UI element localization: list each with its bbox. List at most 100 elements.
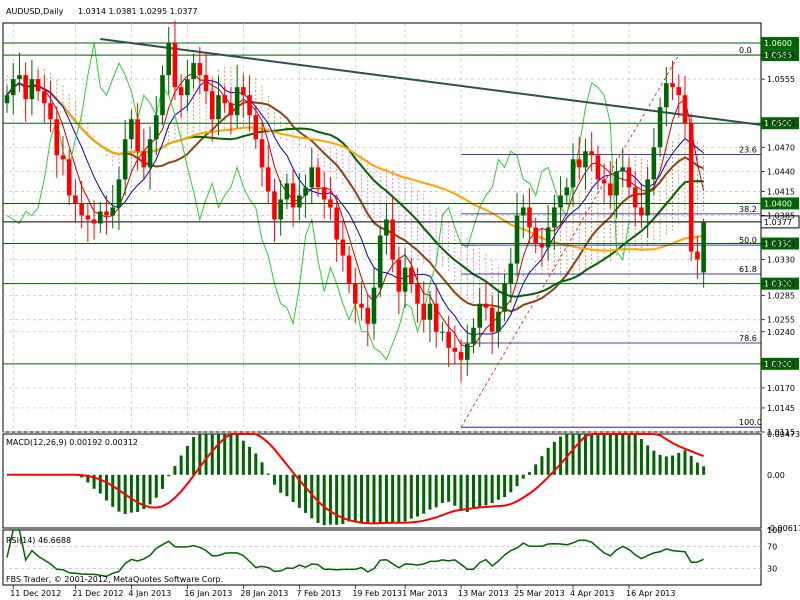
candle-body xyxy=(54,119,60,156)
candle-body xyxy=(657,107,663,148)
candle-body xyxy=(160,75,165,116)
candle-body xyxy=(626,167,632,188)
fib-label: 78.6 xyxy=(739,334,757,343)
candle-body xyxy=(209,91,215,120)
candle-body xyxy=(42,91,47,104)
candle-body xyxy=(353,283,358,304)
price-tick-label: 1.0285 xyxy=(767,292,795,301)
fib-label: 100.0 xyxy=(739,418,762,427)
price-tick-label: 1.0440 xyxy=(767,167,795,176)
rsi-tick-label: 70 xyxy=(767,543,777,552)
candle-body xyxy=(228,103,234,116)
candle-body xyxy=(303,187,308,196)
rsi-tick-label: 30 xyxy=(767,565,777,574)
candle-body xyxy=(129,119,134,140)
candle-body xyxy=(79,203,84,216)
level-box xyxy=(761,49,799,62)
candle-body xyxy=(614,171,619,196)
candle-body xyxy=(695,251,700,260)
candle-body xyxy=(135,119,140,152)
candle-body xyxy=(533,227,538,244)
candle-body xyxy=(60,155,66,160)
candle-body xyxy=(402,267,408,292)
price-tick-label: 1.0555 xyxy=(767,75,795,84)
candle-body xyxy=(191,63,196,80)
candle-body xyxy=(701,221,706,273)
candle-body xyxy=(371,287,377,324)
candle-body xyxy=(601,179,607,184)
price-tick-label: 1.0350 xyxy=(767,240,795,249)
candle-body xyxy=(147,139,153,168)
candle-body xyxy=(589,151,594,156)
macd-panel xyxy=(2,433,762,529)
candle-body xyxy=(514,215,520,264)
price-tick-label: 1.0240 xyxy=(767,328,795,337)
candle-body xyxy=(570,159,576,188)
level-box xyxy=(761,117,799,130)
candle-body xyxy=(433,303,439,332)
date-tick-label: 4 Apr 2013 xyxy=(570,589,614,598)
price-tick-label: 1.0470 xyxy=(767,143,795,152)
candle-body xyxy=(35,79,41,92)
candle-body xyxy=(153,115,159,140)
candle-body xyxy=(645,179,650,216)
fib-label: 0.0 xyxy=(739,46,752,55)
price-tick-label: 1.0255 xyxy=(767,316,795,325)
candle-body xyxy=(664,83,669,108)
level-box-label: 1.0600 xyxy=(764,39,792,48)
price-tick-label: 1.0300 xyxy=(767,280,795,289)
candle-body xyxy=(670,83,675,88)
copyright-label: FBS Trader, © 2001-2012, MetaQuotes Soft… xyxy=(6,575,223,584)
candle-body xyxy=(346,255,352,284)
candle-body xyxy=(66,159,72,196)
candle-body xyxy=(141,151,147,168)
level-box xyxy=(761,237,799,250)
candle-body xyxy=(178,87,184,96)
level-box-label: 1.0585 xyxy=(764,51,792,60)
candle-body xyxy=(359,303,364,308)
candle-body xyxy=(253,115,259,140)
candle-body xyxy=(10,79,16,96)
macd-signal-line xyxy=(7,433,704,525)
price-tick-label: 1.0115 xyxy=(767,428,795,437)
rsi-tick-label: 100 xyxy=(767,526,782,535)
trendline-line xyxy=(100,38,762,126)
candle-body xyxy=(377,235,383,288)
date-tick-label: 13 Mar 2013 xyxy=(458,589,509,598)
candle-body xyxy=(576,159,582,168)
candle-body xyxy=(508,263,514,284)
candle-body xyxy=(17,75,22,80)
candle-body xyxy=(334,207,339,240)
candle-body xyxy=(421,303,427,320)
date-tick-label: 1 Mar 2013 xyxy=(402,589,448,598)
candle-body xyxy=(471,327,476,344)
level-box-label: 1.0500 xyxy=(764,119,792,128)
candle-body xyxy=(452,347,458,352)
candle-body xyxy=(297,195,302,208)
level-box-label: 1.0377 xyxy=(764,218,792,227)
macd-tick-label: 0.00 xyxy=(767,471,785,480)
date-tick-label: 16 Apr 2013 xyxy=(626,589,675,598)
candle-body xyxy=(315,167,321,188)
candle-body xyxy=(676,87,682,96)
level-box xyxy=(761,277,799,290)
date-tick-label: 4 Jan 2013 xyxy=(128,589,171,598)
candle-body xyxy=(185,79,190,96)
candle-body xyxy=(464,343,470,360)
level-box xyxy=(761,357,799,370)
fib-label: 23.6 xyxy=(739,146,757,155)
macd-tick-label: 0.00473 xyxy=(767,430,800,439)
candle-body xyxy=(104,211,109,216)
candle-body xyxy=(197,63,203,76)
candle-body xyxy=(440,331,445,333)
candle-body xyxy=(265,167,271,192)
candle-body xyxy=(116,179,122,208)
fib-label: 61.8 xyxy=(739,265,757,274)
candle-body xyxy=(608,183,613,196)
candle-body xyxy=(172,43,178,88)
price-axis: 1.0585 1.0555 1.0500 1.0470 1.0440 1.0415 1.03… xyxy=(761,51,795,437)
candle-body xyxy=(409,267,414,284)
candle-body xyxy=(688,123,694,252)
candle-body xyxy=(539,243,545,248)
